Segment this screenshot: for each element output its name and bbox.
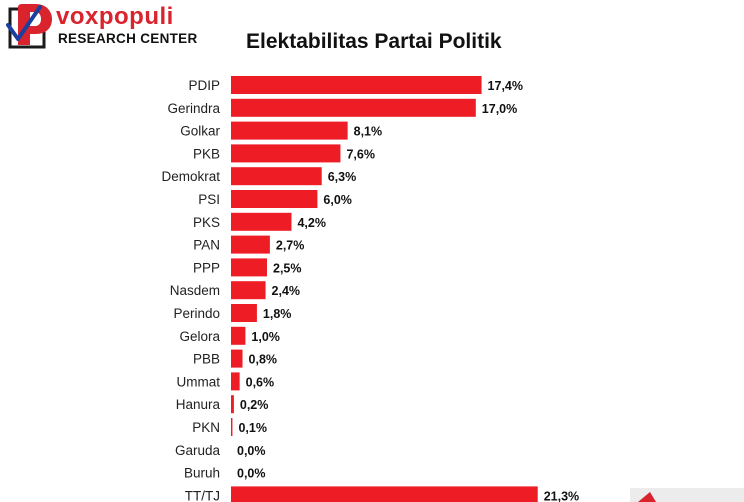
data-label: 8,1% — [354, 125, 383, 139]
data-label: 21,3% — [544, 489, 579, 502]
data-label: 0,2% — [240, 398, 269, 412]
category-label: PDIP — [188, 78, 220, 93]
data-label: 0,8% — [249, 353, 278, 367]
category-label: Gelora — [179, 329, 220, 344]
data-label: 4,2% — [297, 216, 326, 230]
bar — [231, 304, 257, 322]
category-label: TT/TJ — [185, 488, 220, 502]
bar — [231, 395, 234, 414]
data-label: 17,4% — [488, 79, 523, 93]
corner-flag-icon — [630, 488, 744, 502]
category-label: PSI — [198, 192, 220, 207]
bar — [231, 98, 476, 117]
data-label: 2,5% — [273, 261, 302, 275]
bar — [231, 418, 233, 436]
bar — [231, 212, 292, 231]
data-label: 0,1% — [238, 421, 267, 435]
category-label: PPP — [193, 260, 220, 275]
data-label: 6,3% — [328, 170, 357, 184]
bar — [231, 349, 243, 368]
category-label: PAN — [193, 238, 220, 253]
category-label: PKS — [193, 215, 220, 230]
category-label: PKN — [192, 420, 220, 435]
bar — [231, 326, 246, 345]
bar — [231, 121, 348, 140]
data-label: 2,7% — [276, 239, 305, 253]
category-label: Gerindra — [167, 101, 220, 116]
bar — [231, 372, 240, 391]
category-label: Demokrat — [161, 169, 220, 184]
category-label: Buruh — [184, 466, 220, 481]
data-label: 1,8% — [263, 307, 292, 321]
data-label: 6,0% — [323, 193, 352, 207]
category-label: Hanura — [176, 397, 221, 412]
data-label: 0,0% — [237, 467, 266, 481]
voxpopuli-logo: voxpopuli RESEARCH CENTER — [6, 3, 198, 53]
category-label: Nasdem — [170, 283, 220, 298]
data-label: 2,4% — [272, 284, 301, 298]
bar — [231, 76, 482, 94]
category-label: PBB — [193, 352, 220, 367]
data-label: 7,6% — [346, 147, 375, 161]
bar — [231, 167, 322, 186]
brand-name: voxpopuli — [56, 3, 174, 30]
brand-subtitle: RESEARCH CENTER — [58, 31, 198, 46]
category-label: Garuda — [175, 443, 221, 458]
data-label: 1,0% — [251, 330, 280, 344]
bar — [231, 235, 270, 254]
bar — [231, 281, 266, 300]
bar — [231, 190, 318, 208]
bar — [231, 258, 267, 277]
voxpopuli-logo-mark — [6, 4, 52, 49]
category-label: Golkar — [180, 124, 220, 139]
bar — [231, 486, 538, 502]
data-label: 17,0% — [482, 102, 517, 116]
category-label: Ummat — [177, 374, 221, 389]
data-label: 0,6% — [246, 375, 275, 389]
category-label: Perindo — [173, 306, 220, 321]
bar — [231, 144, 341, 163]
category-label: PKB — [193, 146, 220, 161]
chart-title: Elektabilitas Partai Politik — [246, 30, 502, 53]
data-label: 0,0% — [237, 444, 266, 458]
